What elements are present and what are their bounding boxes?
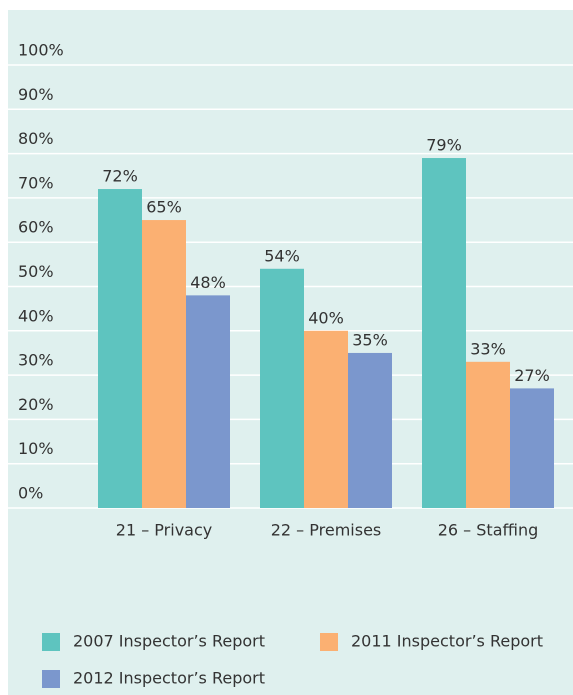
legend-swatch	[320, 633, 338, 651]
bar	[510, 388, 554, 508]
data-label: 79%	[426, 136, 462, 155]
data-label: 48%	[190, 273, 226, 292]
y-tick-label: 90%	[18, 85, 54, 104]
data-label: 72%	[102, 167, 138, 186]
x-tick-label: 26 – Staffing	[438, 521, 539, 540]
legend-swatch	[42, 633, 60, 651]
data-label: 54%	[264, 246, 300, 265]
bar	[98, 189, 142, 509]
y-tick-label: 100%	[18, 41, 64, 60]
y-tick-label: 0%	[18, 484, 43, 503]
legend-label: 2011 Inspector’s Report	[351, 632, 543, 651]
bar	[260, 268, 304, 508]
data-label: 65%	[146, 198, 182, 217]
legend-swatch	[42, 670, 60, 688]
data-label: 40%	[308, 308, 344, 327]
x-tick-label: 22 – Premises	[271, 521, 382, 540]
y-tick-label: 20%	[18, 395, 54, 414]
y-tick-label: 70%	[18, 173, 54, 192]
y-tick-label: 50%	[18, 262, 54, 281]
y-tick-label: 40%	[18, 306, 54, 325]
bar	[348, 352, 392, 508]
y-tick-label: 30%	[18, 351, 54, 370]
y-tick-label: 10%	[18, 439, 54, 458]
y-tick-label: 60%	[18, 218, 54, 237]
bar	[304, 330, 348, 508]
data-label: 27%	[514, 366, 550, 385]
bar	[186, 295, 230, 508]
y-tick-label: 80%	[18, 129, 54, 148]
data-label: 35%	[352, 330, 388, 349]
bar	[466, 361, 510, 508]
bar	[142, 220, 186, 509]
data-label: 33%	[470, 339, 506, 358]
legend-label: 2012 Inspector’s Report	[73, 669, 265, 688]
x-tick-label: 21 – Privacy	[116, 521, 212, 540]
legend-label: 2007 Inspector’s Report	[73, 632, 265, 651]
bar	[422, 158, 466, 508]
